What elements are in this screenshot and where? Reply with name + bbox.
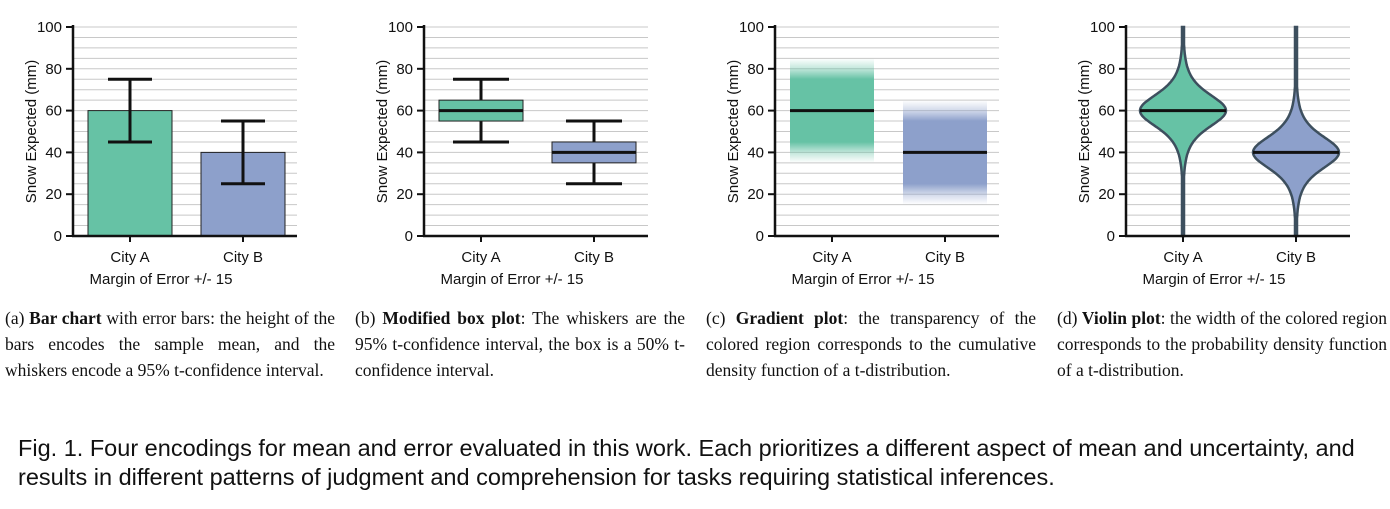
- y-tick-label: 100: [37, 19, 62, 36]
- x-tick-label: City B: [574, 249, 614, 266]
- x-axis-label: Margin of Error +/- 15: [792, 271, 935, 288]
- y-axis-label: Snow Expected (mm): [23, 60, 40, 203]
- x-tick-label: City A: [461, 249, 500, 266]
- y-tick-label: 60: [396, 103, 413, 120]
- y-tick-label: 60: [45, 103, 62, 120]
- y-tick-label: 80: [747, 61, 764, 78]
- caption-c-bold: Gradient plot: [735, 308, 844, 328]
- y-tick-label: 20: [396, 186, 413, 203]
- x-axis-label: Margin of Error +/- 15: [90, 271, 233, 288]
- caption-b-prefix: (b): [355, 308, 383, 328]
- y-tick-label: 80: [1098, 61, 1115, 78]
- caption-d: (d) Violin plot: the width of the colore…: [1057, 305, 1387, 383]
- charts-area: City A City B 0 20 40 60 80 100 Margin of Error …: [23, 19, 1350, 288]
- caption-a-bold: Bar chart: [29, 308, 102, 328]
- chart-panel-d: City A City B 0 20 40 60 80 100 Margin of Error …: [1076, 19, 1350, 288]
- chart-panel-b: City A City B 0 20 40 60 80 100 Margin of Error …: [374, 19, 648, 288]
- x-tick-label: City A: [812, 249, 851, 266]
- x-axis-label: Margin of Error +/- 15: [441, 271, 584, 288]
- caption-d-prefix: (d): [1057, 308, 1082, 328]
- y-tick-label: 100: [388, 19, 413, 36]
- y-axis-label: Snow Expected (mm): [725, 60, 742, 203]
- y-tick-label: 20: [747, 186, 764, 203]
- caption-c-prefix: (c): [706, 308, 736, 328]
- caption-b: (b) Modified box plot: The whiskers are …: [355, 305, 685, 383]
- y-axis-label: Snow Expected (mm): [1076, 60, 1093, 203]
- chart-panel-a: City A City B 0 20 40 60 80 100 Margin of Error …: [23, 19, 297, 288]
- x-tick-label: City B: [1276, 249, 1316, 266]
- y-tick-label: 60: [1098, 103, 1115, 120]
- y-tick-label: 40: [1098, 144, 1115, 161]
- caption-b-bold: Modified box plot: [382, 308, 521, 328]
- chart-panel-c: City A City B 0 20 40 60 80 100 Margin of Error …: [725, 19, 999, 288]
- y-tick-label: 100: [1090, 19, 1115, 36]
- caption-d-text: : the width of the colored region corres…: [1057, 308, 1387, 380]
- caption-c-text: : the transparency of the colored region…: [706, 308, 1036, 380]
- figure-caption: Fig. 1. Four encodings for mean and erro…: [18, 435, 1355, 490]
- y-axis-label: Snow Expected (mm): [374, 60, 391, 203]
- y-tick-label: 40: [747, 144, 764, 161]
- y-tick-label: 40: [396, 144, 413, 161]
- caption-a-text: with error bars: the height of the bars …: [5, 308, 336, 380]
- caption-d-bold: Violin plot: [1081, 308, 1161, 328]
- y-tick-label: 80: [45, 61, 62, 78]
- y-tick-label: 100: [739, 19, 764, 36]
- y-tick-label: 0: [405, 228, 413, 245]
- y-tick-label: 20: [1098, 186, 1115, 203]
- caption-c: (c) Gradient plot: the transparency of t…: [706, 305, 1036, 383]
- y-tick-label: 0: [54, 228, 62, 245]
- x-tick-label: City A: [110, 249, 149, 266]
- caption-b-text: : The whiskers are the 95% t-confidence …: [355, 308, 685, 380]
- y-tick-label: 0: [1107, 228, 1115, 245]
- y-tick-label: 20: [45, 186, 62, 203]
- x-tick-label: City B: [223, 249, 263, 266]
- y-tick-label: 60: [747, 103, 764, 120]
- caption-a: (a) Bar chart with error bars: the heigh…: [5, 305, 335, 383]
- x-tick-label: City B: [925, 249, 965, 266]
- x-tick-label: City A: [1163, 249, 1202, 266]
- y-tick-label: 0: [756, 228, 764, 245]
- x-axis-label: Margin of Error +/- 15: [1143, 271, 1286, 288]
- caption-a-prefix: (a): [5, 308, 30, 328]
- y-tick-label: 80: [396, 61, 413, 78]
- y-tick-label: 40: [45, 144, 62, 161]
